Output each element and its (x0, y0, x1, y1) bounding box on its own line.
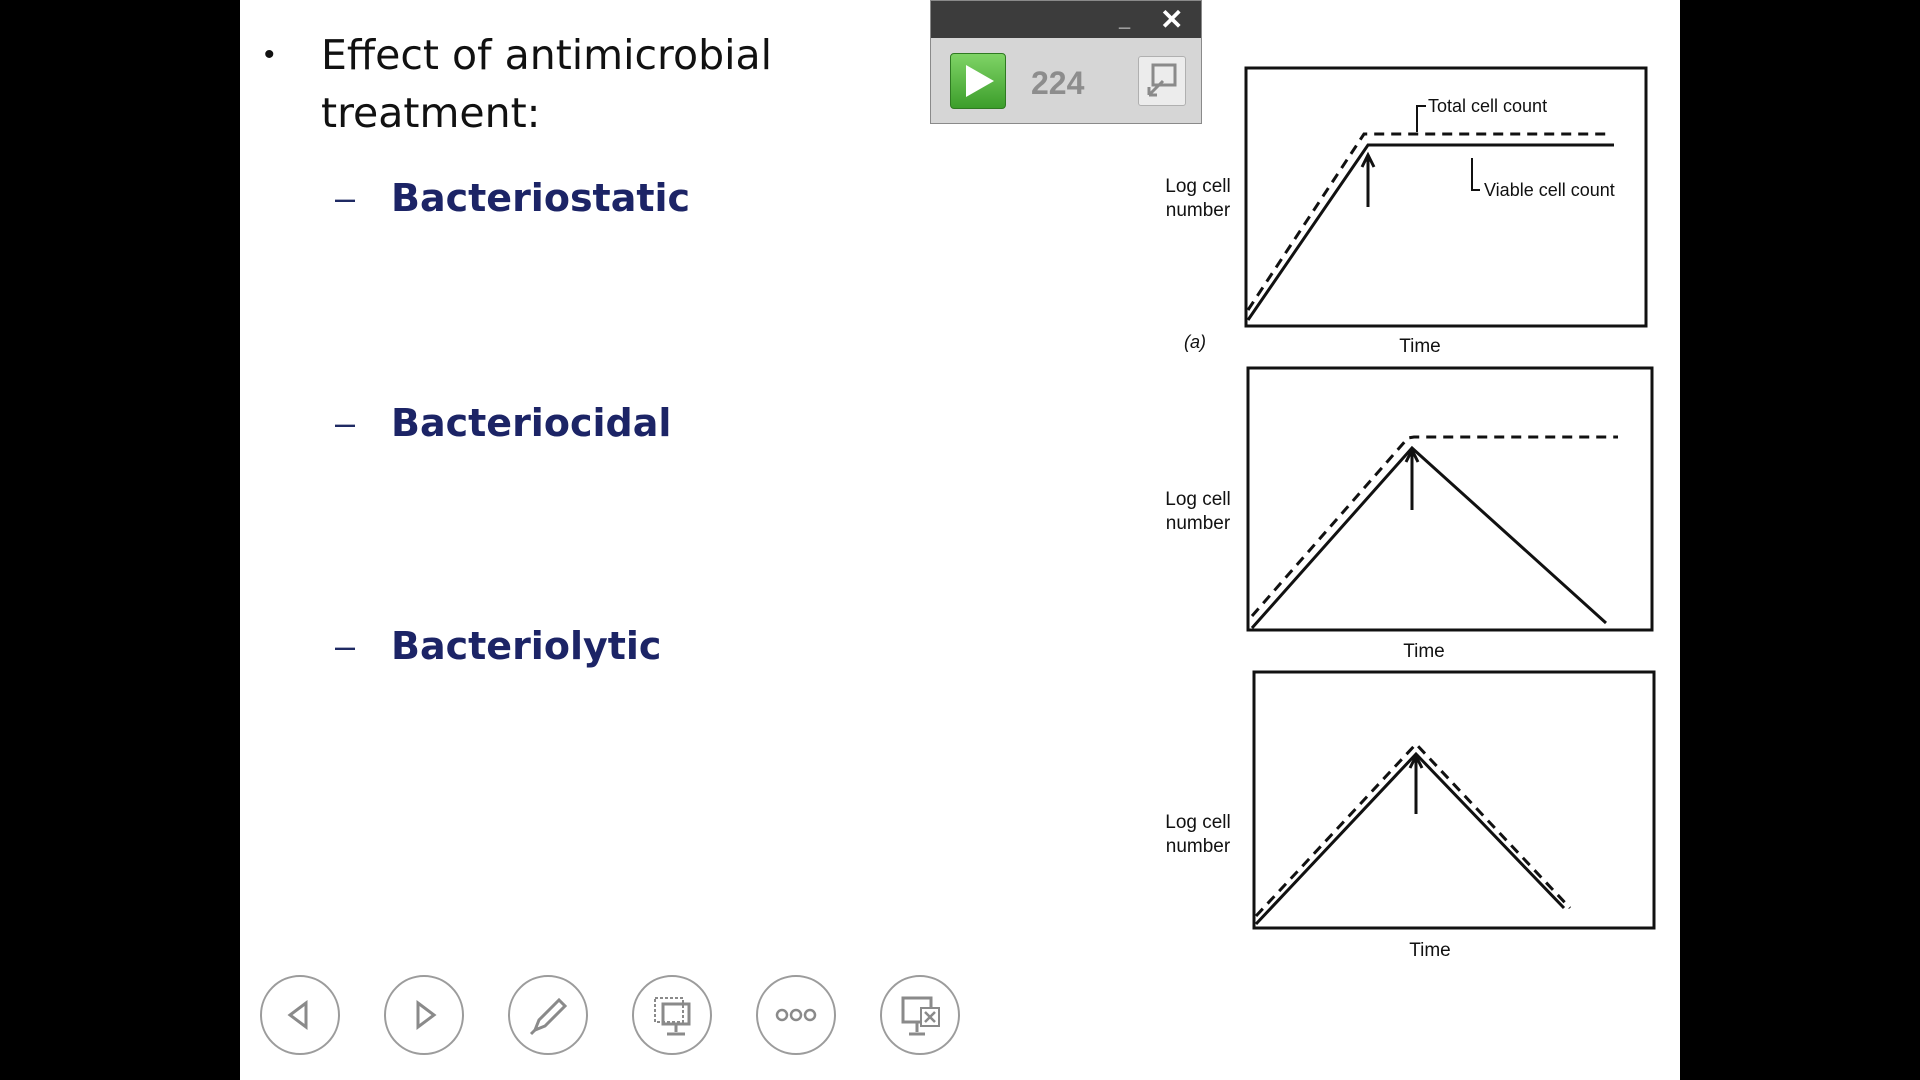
legend-viable-label: Viable cell count (1484, 180, 1615, 200)
previous-slide-icon (287, 1000, 308, 1030)
total-count-line (1250, 435, 1618, 617)
pen-button[interactable] (508, 975, 588, 1055)
panel-bacteriocidal: Log cell number Time (1165, 366, 1654, 662)
legend-total-label: Total cell count (1428, 96, 1547, 116)
subitem-label: Bacteriocidal (391, 401, 672, 445)
viable-count-line (1250, 445, 1608, 629)
restore-icon (1147, 63, 1177, 97)
more-options-button[interactable] (756, 975, 836, 1055)
treatment-arrow (1408, 752, 1424, 814)
total-count-line (1254, 741, 1572, 918)
subitem-label: Bacteriolytic (391, 624, 662, 668)
pen-icon (529, 997, 568, 1036)
plot-frame (1252, 670, 1656, 930)
previous-slide-button[interactable] (260, 975, 340, 1055)
callout-total (1416, 105, 1426, 132)
see-all-slides-button[interactable] (632, 975, 712, 1055)
presenter-toolbar (260, 975, 960, 1055)
see-all-slides-icon (654, 997, 691, 1036)
bullet-dot: • (264, 38, 275, 71)
dash: – (335, 177, 356, 218)
end-show-icon (901, 996, 940, 1036)
callout-viable (1471, 158, 1480, 191)
x-axis-label: Time (1409, 940, 1451, 961)
plot-frame (1246, 366, 1654, 632)
panel-bacteriostatic: Total cell count Viable cell count Log c… (1165, 66, 1648, 357)
dash: – (335, 402, 356, 443)
treatment-arrow (1404, 446, 1420, 510)
y-axis-label: number (1166, 200, 1231, 221)
x-axis-label: Time (1399, 336, 1441, 357)
timer-value: 224 (1031, 65, 1085, 101)
viable-count-line (1246, 143, 1614, 321)
play-button[interactable] (950, 53, 1006, 109)
subitem-bacteriocidal: – Bacteriocidal (335, 401, 671, 445)
y-axis-label: number (1166, 513, 1231, 534)
more-options-icon (775, 1008, 817, 1022)
panel-bacteriolytic: Log cell number Time (1165, 670, 1656, 961)
y-axis-label: number (1166, 836, 1231, 857)
minimize-button[interactable]: _ (1119, 9, 1131, 31)
growth-curves-svg: Total cell count Viable cell count Log c… (1165, 66, 1656, 961)
viable-count-line (1254, 751, 1566, 926)
slide: • Effect of antimicrobial treatment: – B… (240, 0, 1680, 1080)
timer-widget: _ ✕ 224 (930, 0, 1202, 124)
restore-button[interactable] (1138, 56, 1186, 106)
total-count-line (1246, 132, 1610, 311)
y-axis-label: Log cell (1165, 176, 1231, 197)
next-slide-button[interactable] (384, 975, 464, 1055)
slide-heading: Effect of antimicrobial treatment: (321, 31, 772, 137)
next-slide-icon (416, 1000, 437, 1030)
subitem-label: Bacteriostatic (391, 176, 691, 220)
subitem-bacteriolytic: – Bacteriolytic (335, 624, 661, 668)
y-axis-label: Log cell (1165, 489, 1231, 510)
dash: – (335, 625, 356, 666)
close-button[interactable]: ✕ (1160, 4, 1184, 35)
subitem-bacteriostatic: – Bacteriostatic (335, 176, 690, 220)
x-axis-label: Time (1403, 641, 1445, 662)
end-show-button[interactable] (880, 975, 960, 1055)
plot-frame (1244, 66, 1648, 328)
y-axis-label: Log cell (1165, 812, 1231, 833)
growth-curves-figure: Total cell count Viable cell count Log c… (1120, 50, 1680, 970)
timer-titlebar[interactable]: _ ✕ (931, 1, 1201, 38)
main-bullet: • Effect of antimicrobial treatment: (264, 26, 841, 142)
panel-tag: (a) (1184, 332, 1206, 352)
treatment-arrow (1360, 151, 1376, 207)
